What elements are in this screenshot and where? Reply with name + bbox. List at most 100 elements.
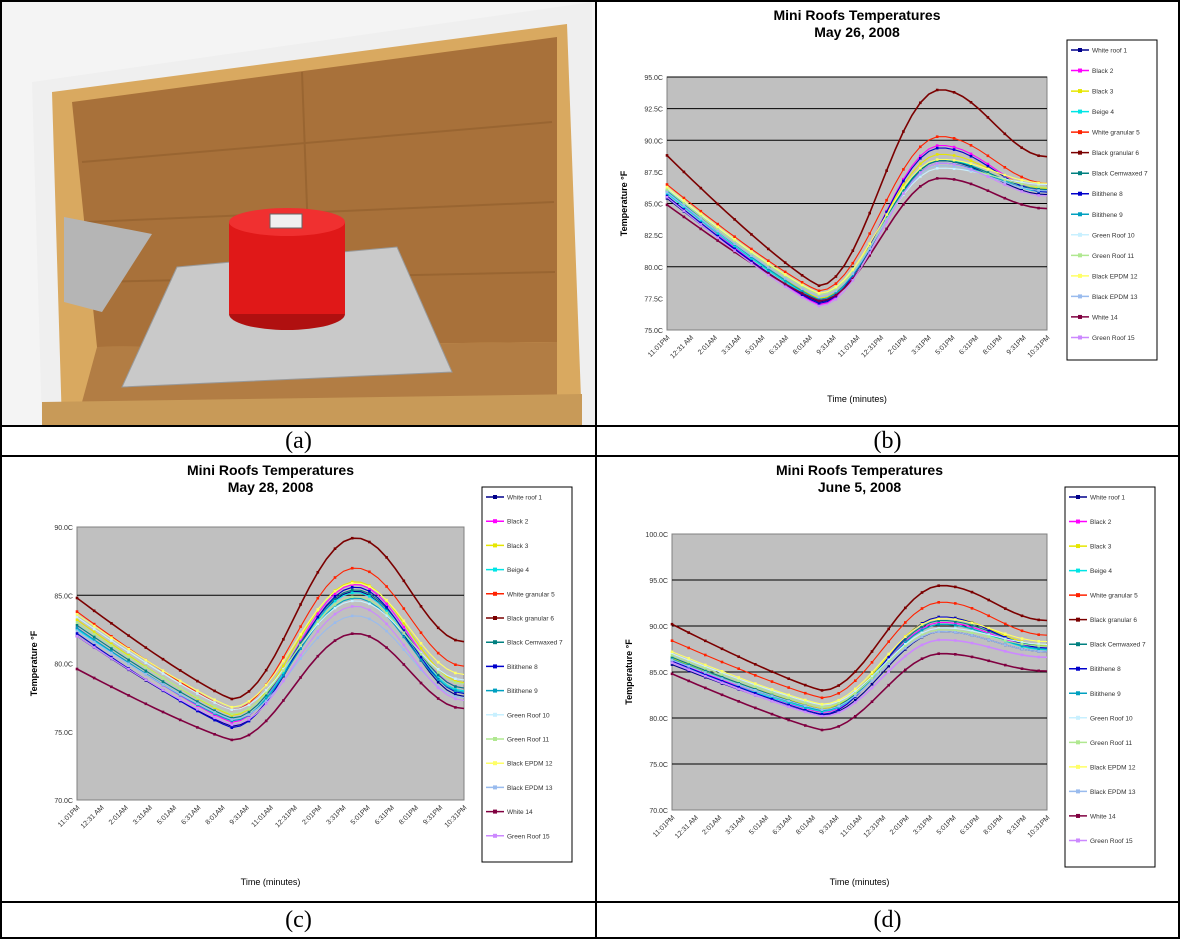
- series-marker: [161, 676, 165, 680]
- series-marker: [986, 116, 990, 119]
- series-marker: [919, 175, 922, 178]
- series-line: [671, 639, 1048, 718]
- series-marker: [970, 655, 974, 659]
- series-marker: [787, 693, 790, 697]
- series-marker: [1020, 640, 1024, 644]
- series-marker: [820, 696, 824, 700]
- legend-marker: [493, 543, 497, 548]
- series-marker: [299, 653, 302, 657]
- series-marker: [716, 202, 719, 206]
- series-marker: [247, 703, 251, 707]
- y-tick-label: 92.5C: [644, 107, 663, 114]
- series-marker: [851, 249, 855, 252]
- legend-label: Bitithene 9: [1090, 691, 1121, 698]
- series-marker: [282, 664, 285, 668]
- series-marker: [720, 681, 724, 684]
- legend-label: Black Cemwaxed 7: [1092, 171, 1148, 178]
- series-marker: [837, 711, 840, 714]
- x-tick-label: 10:31PM: [444, 804, 469, 829]
- panel-d: Mini Roofs Temperatures June 5, 2008 70.0C…: [595, 455, 1180, 903]
- series-marker: [851, 268, 855, 271]
- legend-label: Black 3: [507, 543, 529, 550]
- series-marker: [161, 672, 165, 675]
- series-marker: [368, 587, 371, 590]
- x-tick-label: 12:31 AM: [674, 814, 700, 840]
- series-line: [76, 615, 465, 721]
- series-marker: [887, 660, 890, 663]
- series-marker: [436, 680, 440, 684]
- series-marker: [820, 689, 824, 692]
- legend-marker: [1076, 617, 1080, 622]
- series-marker: [665, 195, 669, 199]
- series-marker: [987, 645, 990, 649]
- series-marker: [716, 222, 719, 226]
- series-marker: [299, 643, 302, 647]
- legend-marker: [1076, 593, 1080, 598]
- x-tick-label: 6:31AM: [768, 334, 790, 356]
- series-marker: [419, 681, 423, 685]
- series-marker: [454, 677, 457, 680]
- series-marker: [851, 279, 855, 282]
- series-marker: [385, 605, 388, 609]
- series-marker: [770, 680, 774, 683]
- series-marker: [935, 164, 939, 168]
- series-marker: [385, 611, 388, 615]
- series-line: [76, 597, 465, 722]
- series-marker: [868, 254, 871, 257]
- series-marker: [682, 170, 686, 174]
- series-marker: [986, 167, 990, 171]
- series-marker: [264, 697, 268, 701]
- series-marker: [704, 665, 707, 668]
- series-marker: [1020, 182, 1023, 186]
- series-marker: [144, 678, 148, 682]
- series-marker: [737, 687, 740, 691]
- series-marker: [350, 614, 354, 618]
- series-marker: [970, 625, 974, 629]
- series-marker: [919, 185, 922, 188]
- y-tick-label: 85.0C: [649, 670, 668, 677]
- series-marker: [350, 605, 354, 608]
- series-marker: [937, 617, 940, 621]
- legend-marker: [1078, 294, 1082, 299]
- series-marker: [817, 299, 821, 303]
- x-tick-label: 2:01PM: [889, 814, 911, 836]
- x-tick-label: 3:31PM: [325, 804, 347, 826]
- series-marker: [687, 668, 690, 671]
- series-marker: [704, 663, 707, 667]
- series-marker: [316, 571, 320, 574]
- series-marker: [454, 638, 457, 642]
- series-marker: [92, 630, 96, 634]
- series-marker: [737, 655, 740, 658]
- series-marker: [935, 146, 939, 150]
- series-marker: [952, 91, 956, 94]
- series-marker: [720, 670, 724, 673]
- series-marker: [333, 547, 337, 550]
- series-marker: [75, 610, 79, 613]
- series-marker: [720, 675, 724, 679]
- caption-d: (d): [595, 903, 1180, 939]
- x-tick-label: 12:31 AM: [80, 804, 106, 830]
- series-marker: [800, 274, 804, 277]
- legend-box: [1066, 39, 1158, 361]
- series-marker: [282, 656, 285, 659]
- legend-label: Black EPDM 12: [1090, 764, 1136, 771]
- series-marker: [733, 218, 736, 221]
- x-tick-label: 11:01PM: [647, 334, 672, 359]
- x-tick-label: 9:31PM: [1006, 814, 1028, 836]
- series-marker: [213, 733, 216, 736]
- series-marker: [699, 221, 703, 225]
- series-marker: [1020, 188, 1023, 192]
- series-marker: [687, 665, 690, 668]
- series-marker: [196, 707, 199, 711]
- x-tick-label: 5:01PM: [934, 334, 956, 356]
- series-marker: [333, 576, 337, 579]
- series-marker: [230, 720, 234, 724]
- series-marker: [368, 592, 371, 595]
- series-marker: [969, 154, 973, 158]
- series-marker: [969, 167, 973, 171]
- series-marker: [333, 639, 337, 642]
- series-marker: [904, 668, 907, 672]
- series-marker: [935, 88, 939, 92]
- series-marker: [837, 725, 840, 728]
